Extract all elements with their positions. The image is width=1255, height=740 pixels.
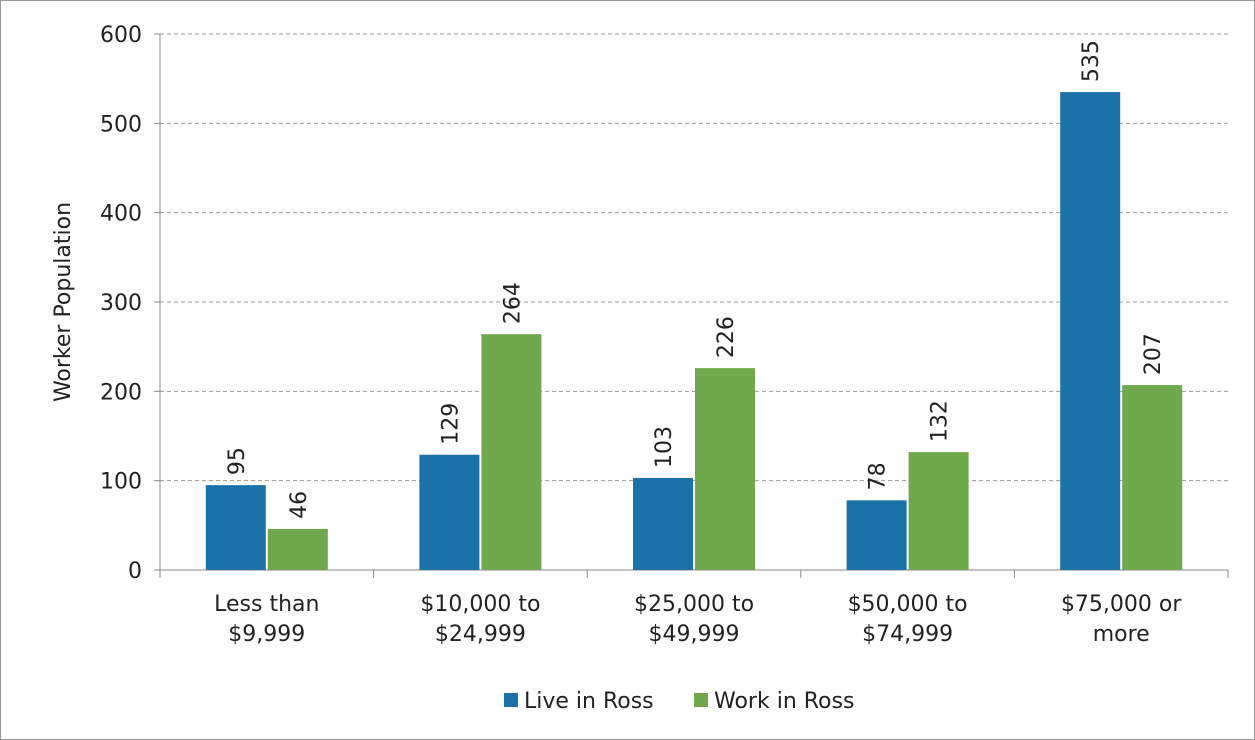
bar (695, 368, 755, 570)
y-tick-label: 500 (100, 112, 142, 137)
data-label: 46 (287, 491, 312, 519)
x-tick-label: $50,000 to $74,999 (847, 592, 968, 647)
data-label: 535 (1079, 40, 1104, 82)
data-label: 78 (866, 462, 891, 490)
x-tick-label: $10,000 to $24,999 (420, 592, 541, 647)
data-label: 264 (500, 282, 525, 324)
legend-label: Live in Ross (524, 689, 654, 714)
bar (481, 334, 542, 570)
bar (1060, 92, 1121, 571)
y-tick-label: 600 (100, 23, 142, 48)
y-tick-label: 200 (100, 380, 142, 405)
legend-label: Work in Ross (714, 689, 854, 714)
bar (1122, 385, 1183, 570)
data-label: 132 (928, 400, 953, 442)
y-axis-title: Worker Population (51, 202, 76, 402)
x-tick-label: $75,000 or more (1060, 592, 1182, 647)
legend-swatch (694, 693, 708, 707)
bar (205, 485, 266, 570)
x-tick-label: Less than $9,999 (214, 592, 320, 647)
data-label: 207 (1141, 333, 1166, 375)
data-label: 95 (225, 447, 250, 475)
data-label: 103 (652, 426, 677, 468)
y-tick-label: 400 (100, 202, 142, 227)
data-label: 226 (714, 316, 739, 358)
y-tick-label: 0 (128, 559, 142, 584)
data-label: 129 (438, 403, 463, 445)
y-tick-label: 300 (100, 291, 142, 316)
x-tick-label: $25,000 to $49,999 (633, 592, 755, 647)
y-tick-label: 100 (100, 470, 142, 495)
bar (633, 477, 693, 570)
legend-swatch (504, 693, 518, 707)
bar (267, 528, 328, 570)
bar (846, 500, 907, 570)
bar (908, 452, 969, 570)
bar (419, 454, 480, 570)
